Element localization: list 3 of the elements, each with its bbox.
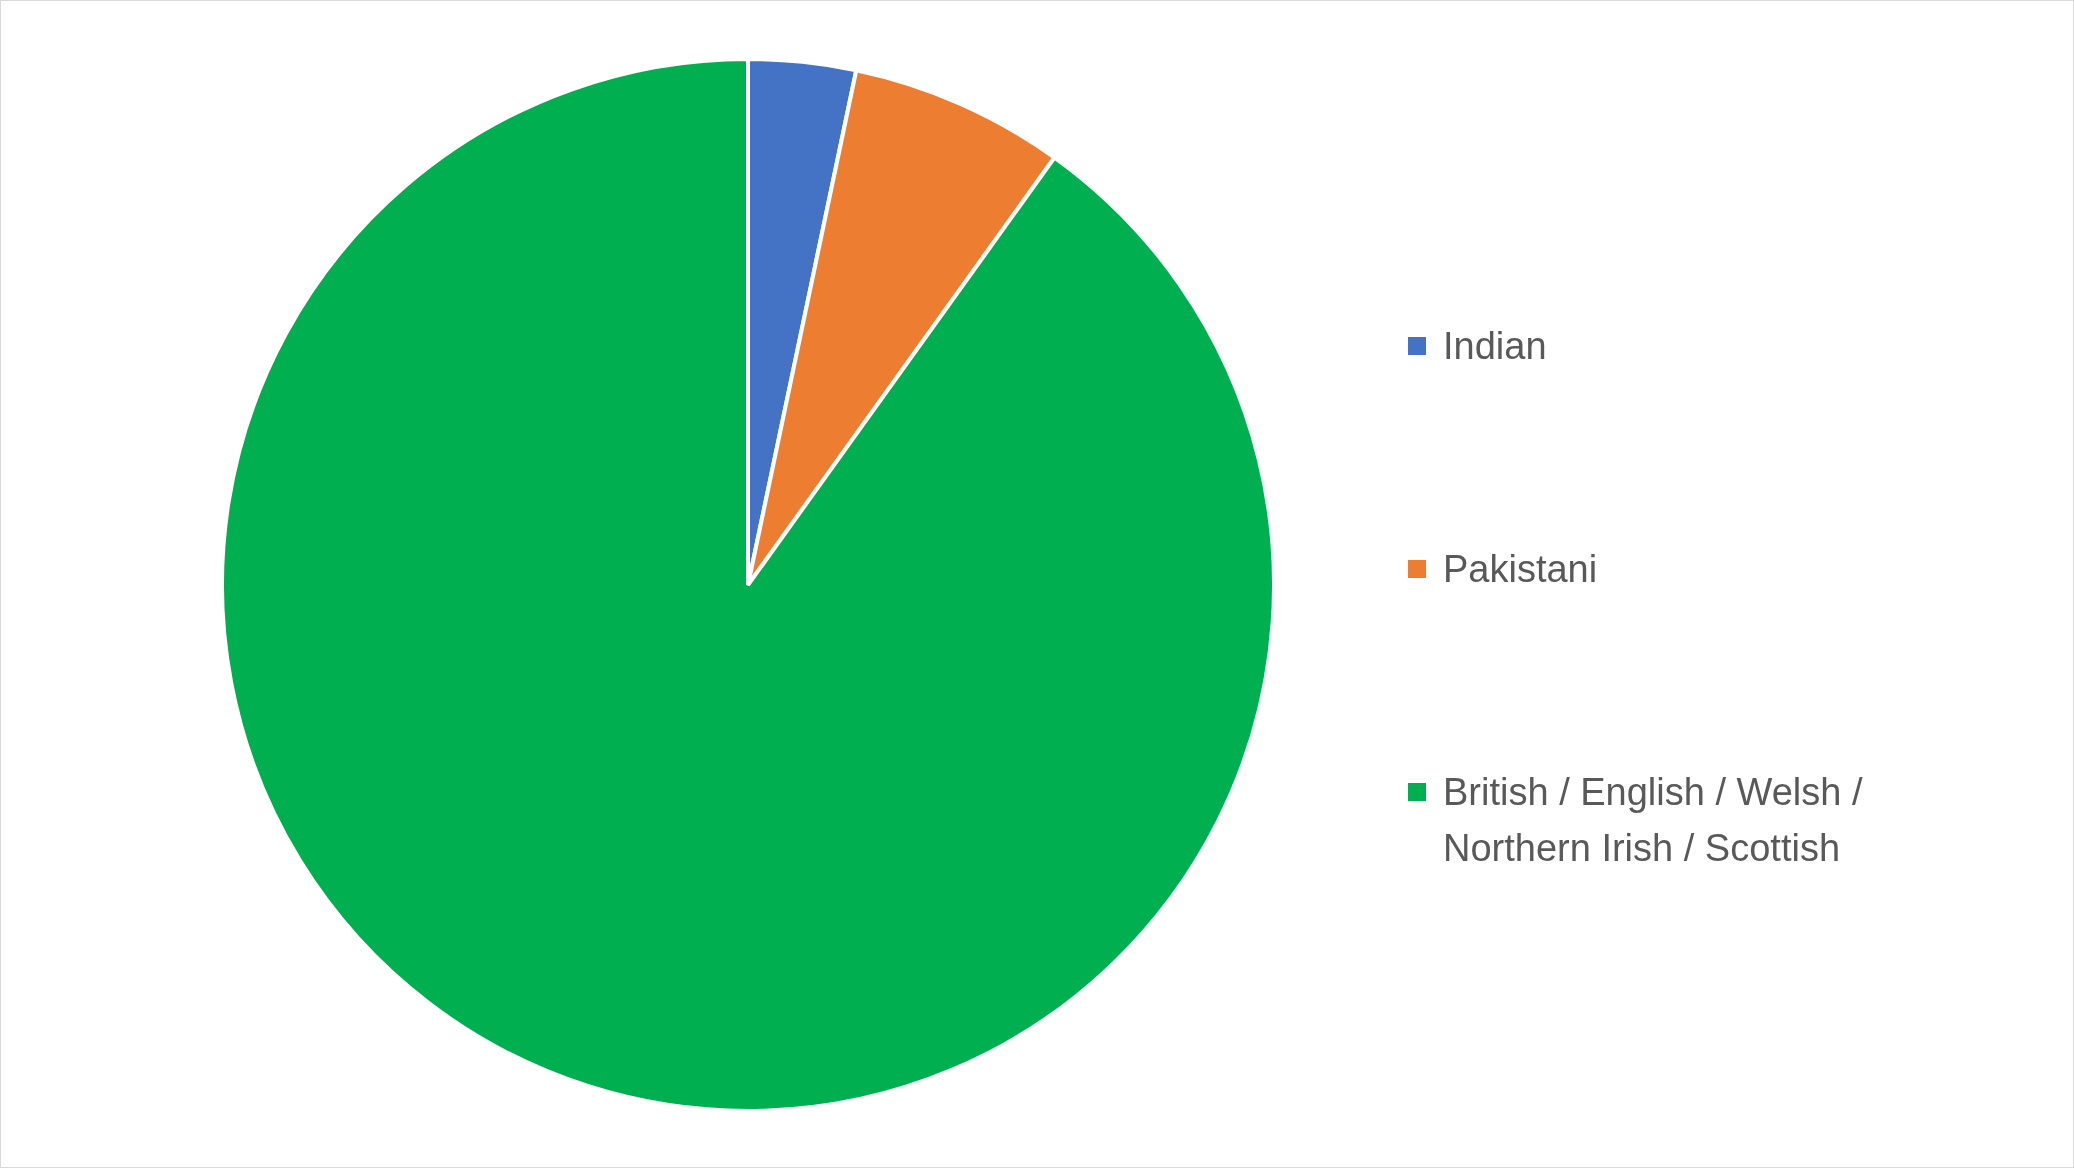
legend-label: Indian	[1443, 324, 1547, 369]
legend-label: Pakistani	[1443, 547, 1598, 592]
legend-label: British / English / Welsh / Northern Irish / Scottish	[1443, 770, 1864, 871]
